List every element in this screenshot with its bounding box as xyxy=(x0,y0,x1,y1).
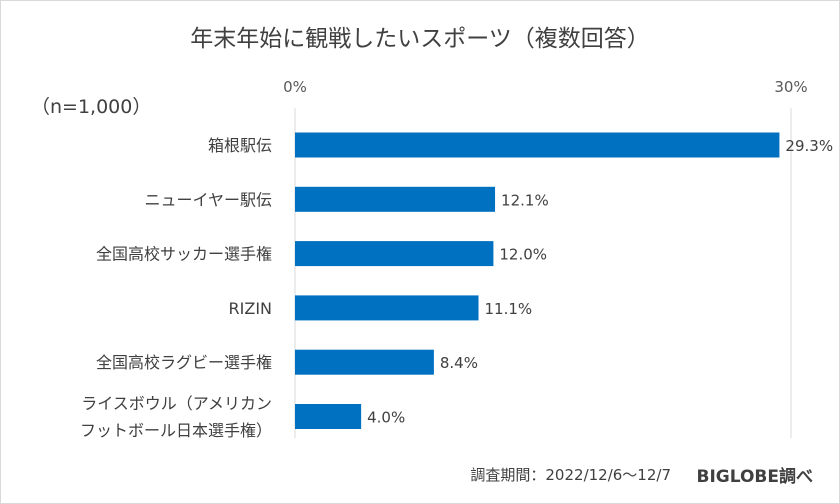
bar-4 xyxy=(295,349,434,375)
category-label-1: ニューイヤー駅伝 xyxy=(144,190,272,209)
survey-period-note: 調査期間：2022/12/6〜12/7 xyxy=(470,466,671,484)
brand-credit: BIGLOBE調べ xyxy=(696,467,814,487)
category-label-line: 全国高校ラグビー選手権 xyxy=(96,353,272,372)
category-label-line: RIZIN xyxy=(229,299,272,318)
category-label-line: 全国高校サッカー選手権 xyxy=(96,245,272,264)
bar-2 xyxy=(295,241,494,267)
category-label-line: フットボール日本選手権） xyxy=(80,421,272,440)
chart-title: 年末年始に観戦したいスポーツ（複数回答） xyxy=(190,26,650,52)
category-label-2: 全国高校サッカー選手権 xyxy=(96,245,272,264)
category-label-0: 箱根駅伝 xyxy=(208,136,272,155)
sample-size-note: （n=1,000） xyxy=(31,96,152,118)
bar-1 xyxy=(295,186,496,212)
x-tick-label-1: 30% xyxy=(774,78,807,96)
value-label-4: 8.4% xyxy=(440,354,478,372)
category-label-line: ライスボウル（アメリカン xyxy=(81,394,272,413)
category-label-line: ニューイヤー駅伝 xyxy=(144,190,272,209)
category-label-4: 全国高校ラグビー選手権 xyxy=(96,353,272,372)
value-label-2: 12.0% xyxy=(499,246,547,264)
value-label-1: 12.1% xyxy=(501,191,549,209)
category-label-3: RIZIN xyxy=(229,299,272,318)
x-tick-label-0: 0% xyxy=(283,78,307,96)
value-label-0: 29.3% xyxy=(785,137,833,155)
category-label-line: 箱根駅伝 xyxy=(208,136,272,155)
value-label-3: 11.1% xyxy=(485,300,533,318)
value-label-5: 4.0% xyxy=(367,409,405,427)
category-label-5: ライスボウル（アメリカンフットボール日本選手権） xyxy=(80,394,272,440)
bar-3 xyxy=(295,295,479,321)
bar-5 xyxy=(295,404,362,429)
bar-0 xyxy=(295,132,780,158)
